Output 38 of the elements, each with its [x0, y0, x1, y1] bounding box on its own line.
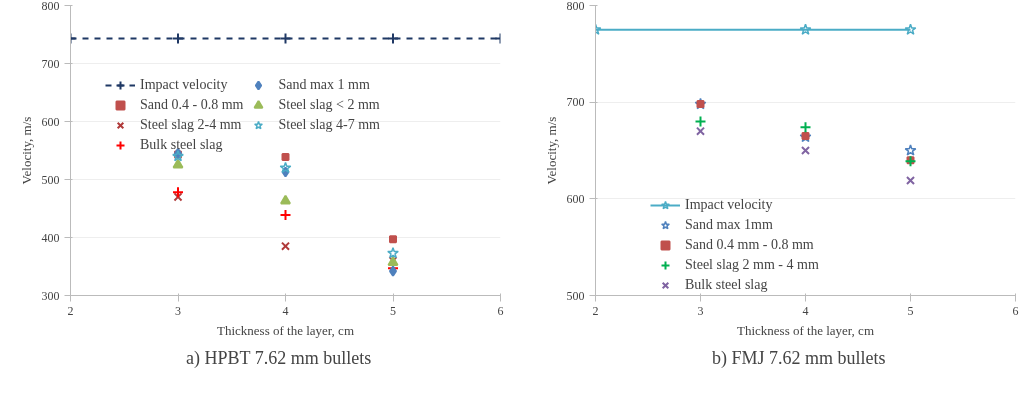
- legend-label: Steel slag 4-7 mm: [278, 117, 380, 133]
- y-tick-label: 400: [41, 230, 60, 245]
- x-tick-label: 3: [175, 303, 181, 318]
- y-axis-title: Velocity, m/s: [18, 116, 34, 185]
- y-tick-label: 700: [566, 95, 585, 110]
- y-tick-label: 700: [41, 56, 60, 71]
- legend-label: Bulk steel slag: [685, 277, 768, 293]
- y-tick-label: 600: [566, 191, 585, 206]
- x-tick-label: 6: [497, 303, 504, 318]
- legend-label: Sand 0.4 mm - 0.8 mm: [685, 237, 814, 253]
- legend-label: Impact velocity: [685, 197, 773, 213]
- y-tick-label: 800: [566, 0, 585, 13]
- x-tick-label: 4: [802, 303, 809, 318]
- y-tick-label: 500: [41, 172, 60, 187]
- x-tick-label: 3: [697, 303, 704, 318]
- y-axis-title: Velocity, m/s: [543, 116, 559, 185]
- legend-label: Sand max 1mm: [685, 217, 773, 233]
- legend-label: Sand max 1 mm: [278, 77, 370, 93]
- x-tick-label: 2: [592, 303, 599, 318]
- y-tick-label: 800: [41, 0, 60, 13]
- legend-label: Sand 0.4 - 0.8 mm: [140, 97, 244, 113]
- legend-label: Steel slag 2 mm - 4 mm: [685, 257, 819, 273]
- legend-label: Steel slag 2-4 mm: [140, 117, 242, 133]
- legend-label: Impact velocity: [140, 77, 228, 93]
- x-tick-label: 2: [67, 303, 74, 318]
- text: a) HPBT 7.62 mm bullets: [186, 347, 372, 369]
- legend-label: Steel slag < 2 mm: [278, 97, 380, 113]
- x-tick-label: 6: [1012, 303, 1019, 318]
- y-tick-label: 600: [41, 114, 60, 129]
- x-axis-title: Thickness of the layer, cm: [736, 322, 875, 338]
- x-tick-label: 5: [390, 303, 396, 318]
- legend-label: Bulk steel slag: [140, 137, 223, 153]
- y-tick-label: 300: [41, 288, 60, 303]
- x-axis-title: Thickness of the layer, cm: [216, 322, 355, 338]
- x-tick-label: 5: [907, 303, 914, 318]
- text: b) FMJ 7.62 mm bullets: [711, 347, 886, 369]
- x-tick-label: 4: [282, 303, 289, 318]
- y-tick-label: 500: [566, 288, 585, 303]
